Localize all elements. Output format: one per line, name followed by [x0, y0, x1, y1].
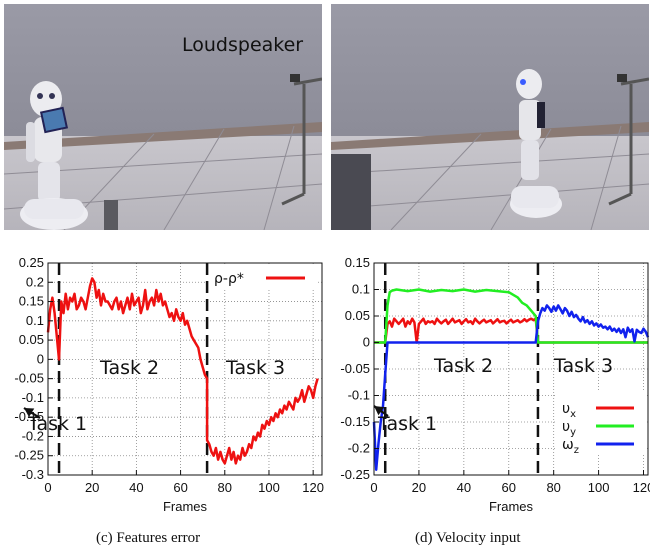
annotation-arrow — [23, 407, 41, 419]
x-tick-label: 60 — [173, 480, 187, 495]
x-axis-label: Frames — [163, 499, 208, 514]
photo-robot-left: Loudspeaker — [4, 4, 322, 230]
x-tick-label: 100 — [258, 480, 280, 495]
series-line-0 — [374, 317, 648, 344]
annotation-task-1: Task 1 — [27, 413, 87, 435]
x-tick-label: 120 — [302, 480, 324, 495]
annotation-task-2: Task 2 — [99, 357, 159, 379]
annotation-task-3: Task 3 — [225, 357, 285, 379]
legend — [210, 266, 318, 288]
y-tick-label: 0.05 — [19, 332, 44, 347]
y-tick-label: 0.05 — [345, 308, 370, 323]
x-tick-label: 80 — [218, 480, 232, 495]
annotation-arrow — [373, 405, 389, 417]
series-line-1 — [374, 288, 648, 344]
y-tick-label: -0.15 — [340, 414, 370, 429]
x-tick-label: 40 — [129, 480, 143, 495]
annotation-task-1: Task 1 — [377, 413, 437, 435]
caption-features-error: (c) Features error — [96, 530, 201, 546]
y-tick-label: 0.25 — [19, 255, 44, 270]
x-tick-label: 20 — [85, 480, 99, 495]
chart-features-error: -0.3-0.25-0.2-0.15-0.1-0.0500.050.10.150… — [14, 255, 324, 514]
y-tick-label: -0.05 — [14, 371, 44, 386]
y-tick-label: 0 — [363, 335, 370, 350]
y-tick-label: -0.25 — [14, 448, 44, 463]
annotation-task-2: Task 2 — [433, 355, 493, 377]
x-tick-label: 40 — [457, 480, 471, 495]
y-tick-label: -0.1 — [348, 388, 370, 403]
x-tick-label: 20 — [412, 480, 426, 495]
series-line-0 — [46, 277, 319, 465]
photo-robot-right — [331, 4, 649, 230]
photo-label-loudspeaker: Loudspeaker — [182, 34, 304, 56]
x-tick-label: 80 — [546, 480, 560, 495]
y-tick-label: -0.05 — [340, 361, 370, 376]
y-tick-label: -0.2 — [22, 428, 44, 443]
y-tick-label: 0.1 — [352, 282, 370, 297]
y-tick-label: 0.15 — [19, 294, 44, 309]
y-tick-label: -0.3 — [22, 467, 44, 482]
y-tick-label: -0.2 — [348, 441, 370, 456]
x-tick-label: 60 — [502, 480, 516, 495]
x-axis-label: Frames — [489, 499, 534, 514]
y-tick-label: -0.1 — [22, 390, 44, 405]
y-tick-label: 0.2 — [26, 274, 44, 289]
legend-entry-rho: ρ-ρ* — [214, 271, 244, 287]
annotation-task-3: Task 3 — [553, 355, 613, 377]
y-tick-label: 0 — [37, 351, 44, 366]
x-tick-label: 120 — [633, 480, 650, 495]
x-tick-label: 0 — [370, 480, 377, 495]
y-tick-label: -0.25 — [340, 467, 370, 482]
y-tick-label: 0.1 — [26, 313, 44, 328]
caption-velocity-input: (d) Velocity input — [415, 530, 521, 546]
chart-velocity-input: -0.25 -0.2 -0.15 -0.1 -0.05 0 0.05 0.1 0.15 0 20 4… — [340, 255, 650, 514]
y-tick-label: 0.15 — [345, 255, 370, 270]
x-tick-label: 100 — [588, 480, 610, 495]
x-tick-label: 0 — [44, 480, 51, 495]
series-line-2 — [372, 304, 650, 471]
